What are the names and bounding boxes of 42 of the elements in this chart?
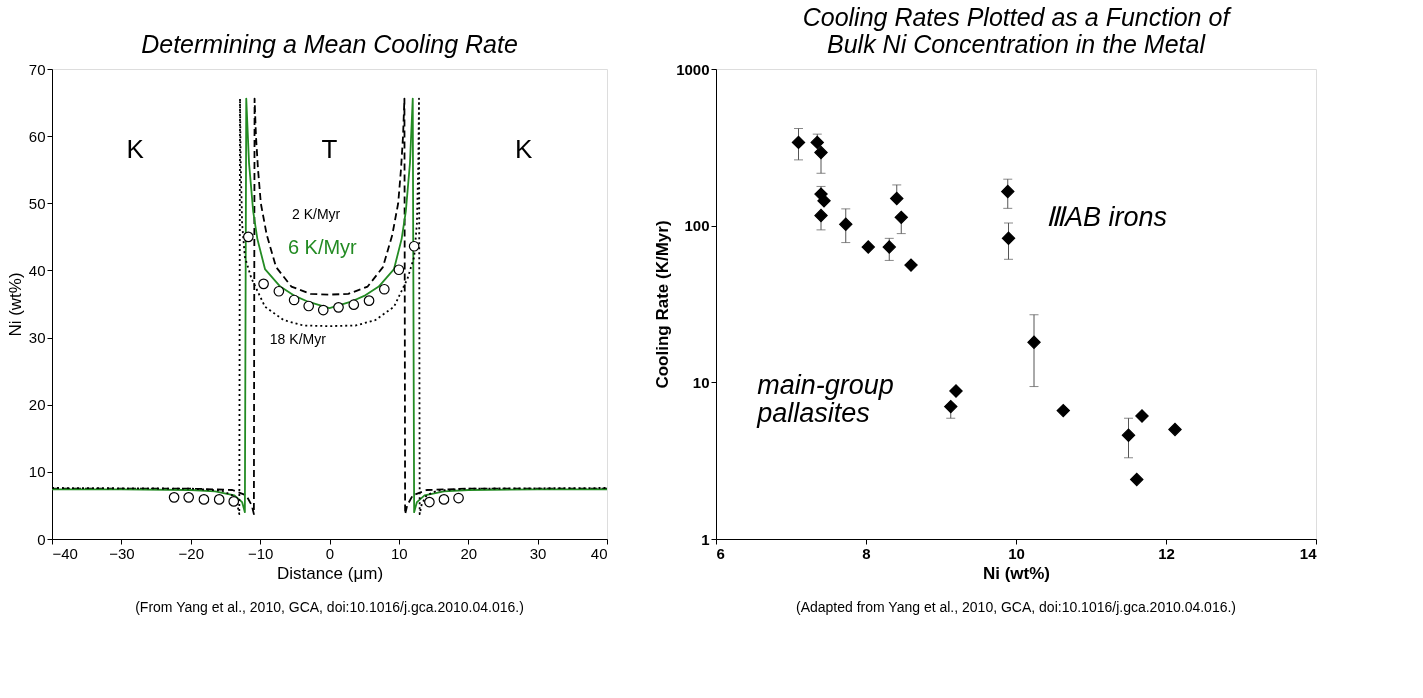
x-tick-label: 20 <box>460 544 478 562</box>
x-tick-label: −40 <box>52 544 78 562</box>
y-tick-label: 60 <box>28 127 46 145</box>
series-label: main-group pallasites <box>756 369 894 429</box>
x-tick-label: 6 <box>716 544 725 562</box>
chart-title: Cooling Rates Plotted as a Function of Bulk Ni Concentration in the Metal <box>802 3 1233 58</box>
y-tick-label: 70 <box>28 60 46 78</box>
chart-title: Determining a Mean Cooling Rate <box>141 30 518 58</box>
y-tick-label: 30 <box>28 329 46 347</box>
series-label: 18 K/Myr <box>269 331 327 348</box>
series-label: ⅢAB irons <box>1046 201 1168 232</box>
x-tick-label: −30 <box>109 544 135 562</box>
x-tick-label: 8 <box>862 544 871 562</box>
x-tick-label: 30 <box>529 544 547 562</box>
series-label: 6 K/Myr <box>287 236 358 259</box>
x-axis-title: Distance (μm) <box>276 563 384 583</box>
y-tick-label: 0 <box>37 530 46 548</box>
x-axis-title: Ni (wt%) <box>982 563 1051 583</box>
x-tick-label: 14 <box>1299 544 1318 562</box>
annotation: T <box>321 133 338 164</box>
y-tick-label: 1000 <box>676 60 710 78</box>
y-tick-label: 20 <box>28 396 46 414</box>
y-tick-label: 50 <box>28 194 46 212</box>
x-tick-label: 12 <box>1158 544 1175 562</box>
annotation: K <box>126 133 145 164</box>
text: (From Yang et al., 2010, GCA, doi:10.1016/j.gca.2010.04.016.) <box>135 599 524 615</box>
y-tick-label: 10 <box>28 463 46 481</box>
x-tick-label: 0 <box>325 544 335 562</box>
series-label: 2 K/Myr <box>292 205 341 222</box>
x-tick-label: 40 <box>590 544 608 562</box>
x-tick-label: 10 <box>391 544 408 562</box>
x-tick-label: −20 <box>178 544 204 562</box>
text: (Adapted from Yang et al., 2010, GCA, doi:10.1016/j.gca.2010.04.016.) <box>795 599 1237 615</box>
y-tick-label: 1 <box>701 530 710 548</box>
x-tick-label: 10 <box>1008 544 1025 562</box>
y-tick-label: 100 <box>684 217 710 235</box>
y-tick-label: 10 <box>692 373 710 391</box>
y-tick-label: 40 <box>28 261 46 279</box>
y-axis-title: Ni (wt%) <box>5 272 25 337</box>
y-axis-title: Cooling Rate (K/Myr) <box>653 220 673 389</box>
annotation: K <box>515 133 534 164</box>
x-tick-label: −10 <box>247 544 274 562</box>
